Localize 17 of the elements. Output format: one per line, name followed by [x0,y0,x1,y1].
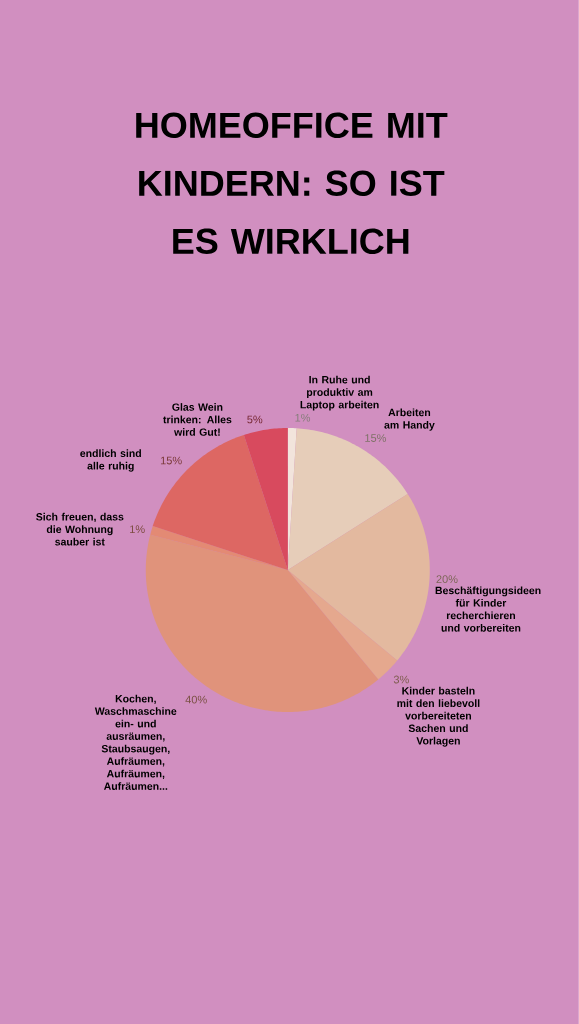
data-label: 1% [295,413,311,422]
data-label: 3% [393,675,409,684]
data-label: 15% [161,456,182,465]
data-label: 40% [185,695,207,704]
slice-label: Glas Wein trinken: Alles wird Gut! [163,403,232,436]
data-label: 15% [365,434,387,442]
slice-label: endlich sind alle ruhig [80,449,142,472]
slice-label: In Ruhe und produktiv am Laptop arbeiten [300,375,379,411]
chart-title: HOMEOFFICE MIT KINDERN: SO IST ES WIRKLICH [136,112,448,254]
data-label: 20% [436,575,458,584]
data-label: 5% [247,415,263,424]
slice-label: Beschäftigungsideen für Kinder recherchieren und vorbereiten [435,586,541,632]
slice-label: Kinder basteln mit den liebevoll vorbereiteten Sachen und Vorlagen [397,686,480,747]
data-label: 1% [130,525,145,534]
slice-label: Kochen, Waschmaschine ein- und ausräumen, Staubsaugen, Aufräumen, Aufräumen, Aufräumen... [94,694,177,790]
slice-label: Sich freuen, dass die Wohnung sauber ist [36,512,124,546]
slice-label: Arbeiten am Handy [384,408,435,431]
